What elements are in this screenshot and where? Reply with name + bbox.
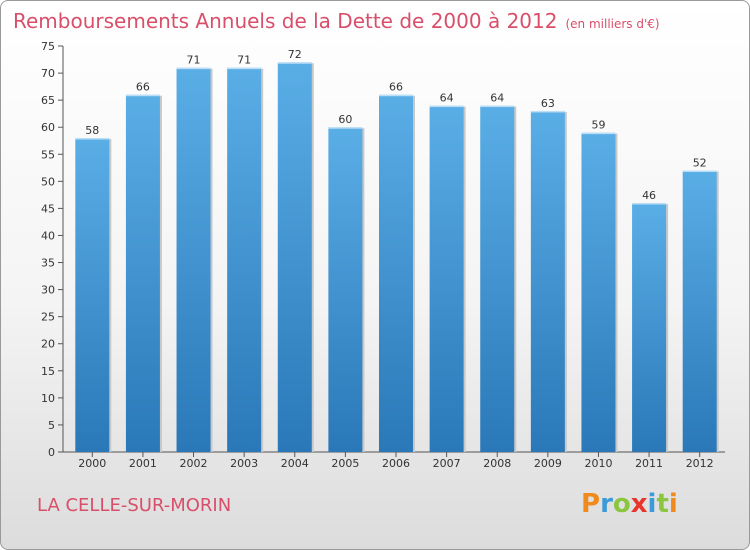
x-tick-label-2009: 2009 — [534, 457, 562, 470]
logo-letter: o — [612, 489, 631, 519]
logo-letter: i — [668, 489, 678, 519]
logo-letter: P — [581, 489, 601, 519]
chart-title-text: Remboursements Annuels de la Dette de 20… — [13, 9, 558, 33]
bar-2005 — [328, 127, 363, 452]
bar-highlight — [277, 62, 312, 64]
bar-2009 — [530, 110, 565, 453]
bar-highlight — [75, 138, 110, 140]
y-tick-label: 5 — [48, 419, 55, 432]
bar-2000 — [75, 138, 110, 452]
bar-2011 — [632, 202, 667, 452]
logo-letter: x — [630, 489, 648, 519]
logo-letter: t — [656, 489, 669, 519]
axes: 0 5 10 15 20 25 30 35 40 45 50 55 60 65 70 75 2000 2001 20… — [41, 40, 725, 470]
x-tick-label-2000: 2000 — [78, 457, 106, 470]
x-tick-label-2005: 2005 — [331, 457, 359, 470]
x-tick-label-2007: 2007 — [433, 457, 461, 470]
bar-highlight — [480, 105, 515, 108]
data-label-2007: 64 — [440, 92, 454, 105]
y-tick-label: 35 — [41, 257, 55, 270]
y-tick-label: 0 — [48, 446, 55, 459]
x-tick-label-2011: 2011 — [635, 457, 663, 470]
bar-2004 — [277, 62, 312, 453]
y-tick-label: 65 — [41, 94, 55, 107]
y-tick-label: 55 — [41, 148, 55, 161]
bar-highlight — [682, 170, 717, 173]
data-label-2001: 66 — [136, 81, 150, 94]
x-tick-label-2001: 2001 — [129, 457, 157, 470]
bar-2002 — [176, 67, 211, 453]
logo-letter: r — [600, 489, 613, 519]
bar-highlight — [632, 202, 667, 205]
y-tick-label: 50 — [41, 175, 55, 188]
x-tick-label-2006: 2006 — [382, 457, 410, 470]
y-tick-label: 30 — [41, 284, 55, 297]
x-tick-label-2008: 2008 — [483, 457, 511, 470]
data-labels: 58 66 71 71 72 60 66 64 64 63 59 46 52 — [85, 48, 706, 202]
y-tick-label: 15 — [41, 365, 55, 378]
bar-2008 — [480, 105, 515, 453]
y-tick-label: 45 — [41, 202, 55, 215]
x-tick-label-2010: 2010 — [584, 457, 612, 470]
data-label-2005: 60 — [338, 113, 352, 126]
bar-2001 — [125, 94, 160, 452]
y-tick-label: 70 — [41, 67, 55, 80]
chart-title: Remboursements Annuels de la Dette de 20… — [13, 9, 660, 33]
bars — [75, 62, 719, 453]
data-label-2002: 71 — [187, 54, 201, 67]
y-tick-label: 25 — [41, 311, 55, 324]
y-tick-label: 60 — [41, 121, 55, 134]
y-tick-label: 40 — [41, 229, 55, 242]
data-label-2012: 52 — [693, 157, 707, 170]
data-label-2003: 71 — [237, 54, 251, 67]
data-label-2008: 64 — [490, 92, 504, 105]
data-label-2004: 72 — [288, 48, 302, 61]
bar-2006 — [379, 94, 413, 452]
y-tick-label: 10 — [41, 392, 55, 405]
bar-2003 — [227, 67, 262, 453]
x-tick-label-2012: 2012 — [686, 457, 714, 470]
data-label-2000: 58 — [85, 124, 99, 137]
data-label-2010: 59 — [591, 119, 605, 132]
x-tick-label-2004: 2004 — [281, 457, 309, 470]
bar-highlight — [328, 127, 363, 129]
bar-2012 — [682, 170, 717, 453]
bar-highlight — [379, 94, 413, 97]
y-tick-label: 20 — [41, 338, 55, 351]
bar-2010 — [581, 132, 616, 452]
y-tick-label: 75 — [41, 40, 55, 53]
logo-letter: i — [647, 489, 657, 519]
proxiti-logo: Proxiti — [581, 489, 678, 519]
bar-highlight — [125, 94, 160, 97]
commune-name: LA CELLE-SUR-MORIN — [37, 495, 232, 516]
x-tick-label-2003: 2003 — [230, 457, 258, 470]
bar-highlight — [429, 105, 464, 108]
x-tick-label-2002: 2002 — [180, 457, 208, 470]
data-label-2009: 63 — [541, 97, 555, 110]
bar-highlight — [227, 67, 262, 70]
bar-highlight — [581, 132, 616, 135]
bar-highlight — [176, 67, 211, 70]
data-label-2006: 66 — [389, 81, 403, 94]
bar-2007 — [429, 105, 464, 453]
chart-unit: (en milliers d'€) — [565, 17, 660, 31]
data-label-2011: 46 — [642, 189, 656, 202]
bar-highlight — [530, 110, 565, 113]
